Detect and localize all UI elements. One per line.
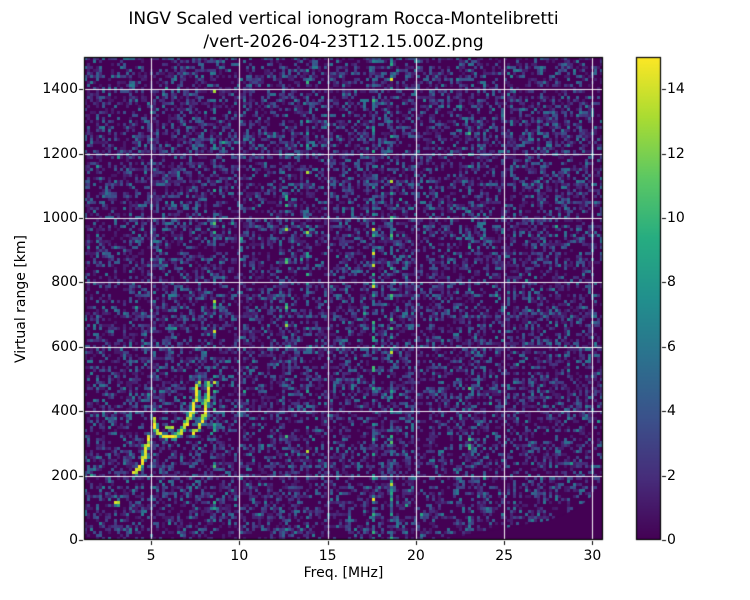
y-tick-label-1400: 1400 [42,81,78,98]
colorbar-tick-label-14: 14 [667,81,685,98]
y-tick-label-800: 800 [51,274,78,291]
colorbar-tick-label-0: 0 [667,532,676,548]
x-axis-label: Freq. [MHz] [303,565,384,581]
y-tick-label-1200: 1200 [42,145,78,162]
chart-title: INGV Scaled vertical ionogram Rocca-Mont… [84,8,603,54]
colorbar-tick-label-4: 4 [667,403,676,420]
colorbar-tick-label-6: 6 [667,338,676,355]
y-tick-label-600: 600 [51,338,78,355]
colorbar-tick-label-10: 10 [667,210,685,226]
x-tick-label-20: 20 [406,548,425,564]
y-tick-label-1000: 1000 [42,210,78,226]
colorbar-tick-label-8: 8 [667,274,676,291]
x-tick-label-25: 25 [495,548,514,564]
colorbar-tick-label-2: 2 [667,467,676,484]
y-tick-label-400: 400 [51,403,78,420]
x-tick-label-15: 15 [318,548,337,564]
chart-title-line2: /vert-2026-04-23T12.15.00Z.png [203,32,484,52]
x-tick-label-5: 5 [146,548,156,564]
y-tick-label-200: 200 [51,467,78,484]
x-tick-label-30: 30 [583,548,602,564]
y-tick-label-0: 0 [69,532,78,548]
chart-title-line1: INGV Scaled vertical ionogram Rocca-Mont… [128,9,559,29]
x-tick-label-10: 10 [230,548,249,564]
colorbar-tick-label-12: 12 [667,145,685,162]
